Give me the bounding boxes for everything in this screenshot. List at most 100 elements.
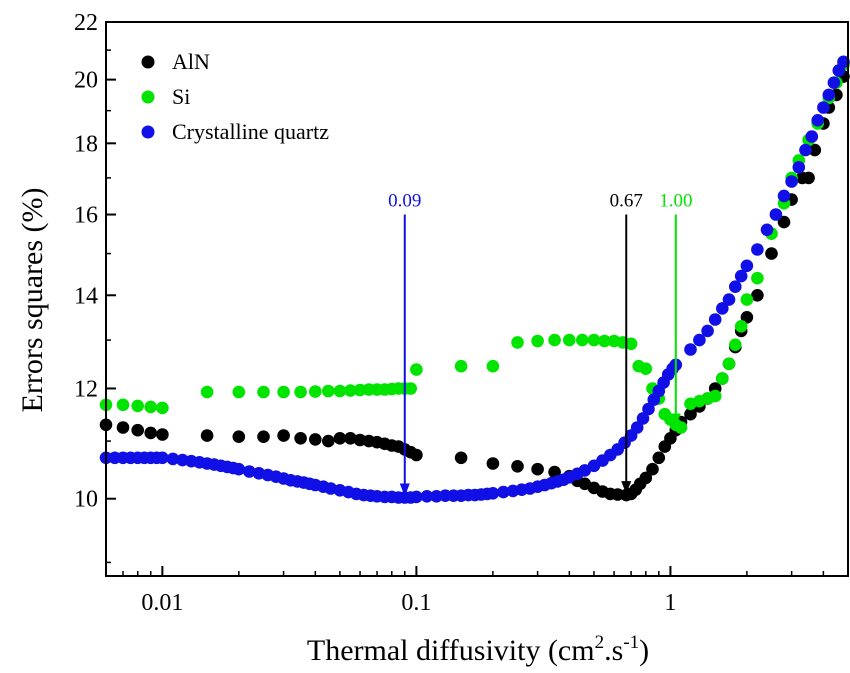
data-point — [531, 334, 544, 348]
data-point — [144, 400, 157, 414]
data-point — [156, 451, 169, 465]
data-point — [333, 384, 347, 398]
y-tick-label: 14 — [74, 283, 98, 309]
data-point — [333, 432, 347, 445]
data-point — [232, 430, 246, 444]
data-point — [802, 171, 815, 185]
data-point — [131, 399, 144, 413]
annotation-arrowhead-2 — [670, 413, 681, 427]
data-point — [760, 223, 774, 237]
x-axis-title-sup1: 2 — [595, 632, 605, 653]
y-axis-title: Errors squares (%) — [16, 188, 49, 413]
data-point — [410, 448, 423, 462]
legend-marker-2 — [141, 125, 155, 139]
x-axis-title-main: Thermal diffusivity (cm — [307, 634, 595, 667]
data-point — [404, 382, 418, 395]
data-point — [548, 333, 561, 347]
legend-label-0: AlN — [172, 49, 210, 74]
plot-frame — [105, 21, 849, 577]
data-point — [257, 430, 270, 444]
data-point — [827, 76, 841, 89]
data-point — [684, 407, 697, 421]
data-point — [792, 161, 806, 174]
series-1 — [99, 58, 850, 434]
data-point — [232, 462, 246, 476]
data-point — [769, 208, 783, 221]
annotation-arrowhead-1 — [621, 481, 632, 495]
data-point — [156, 401, 169, 415]
data-point — [131, 423, 144, 437]
data-point — [563, 333, 576, 347]
data-point — [734, 320, 748, 333]
data-point — [486, 487, 500, 500]
data-point — [777, 189, 791, 203]
y-tick-label: 22 — [74, 10, 98, 36]
series-2 — [99, 55, 850, 504]
y-tick-label: 10 — [74, 487, 98, 513]
data-point — [200, 429, 214, 442]
data-point — [817, 101, 830, 114]
legend-marker-0 — [141, 55, 155, 69]
series-layer — [99, 55, 850, 504]
data-point — [257, 385, 270, 399]
data-point — [454, 451, 468, 465]
data-point — [410, 363, 423, 376]
data-point — [344, 384, 357, 397]
annotation-label-0: 0.09 — [388, 191, 421, 212]
data-point — [751, 271, 764, 285]
tick-layer: 0.01 0.1 1 10 12 14 16 18 20 22 — [74, 10, 825, 616]
data-point — [716, 372, 729, 385]
data-point — [722, 357, 736, 371]
data-point — [576, 333, 589, 347]
annotation-label-2: 1.00 — [659, 191, 692, 212]
data-point — [116, 398, 130, 412]
data-point — [420, 490, 434, 503]
legend-label-2: Crystalline quartz — [172, 119, 329, 144]
data-point — [811, 114, 824, 127]
data-point — [309, 385, 322, 398]
data-point — [740, 259, 754, 273]
data-point — [693, 333, 706, 347]
data-point — [729, 280, 742, 294]
data-point — [684, 343, 697, 356]
data-point — [799, 143, 812, 157]
x-axis-title-sup2: -1 — [623, 632, 639, 653]
data-point — [765, 247, 778, 260]
annotation-layer: 0.09 0.67 1.00 — [388, 191, 692, 497]
data-point — [309, 433, 322, 446]
y-tick-label: 12 — [74, 376, 98, 402]
data-point — [734, 269, 748, 283]
y-tick-label: 20 — [74, 68, 98, 94]
x-tick-label: 0.01 — [141, 590, 183, 616]
x-axis-title: Thermal diffusivity (cm2.s-1) — [307, 632, 649, 667]
x-tick-label: 0.1 — [401, 590, 431, 616]
data-point — [716, 302, 729, 315]
data-point — [511, 460, 524, 473]
y-tick-label: 18 — [74, 131, 98, 157]
data-point — [729, 338, 742, 352]
data-point — [497, 485, 510, 499]
data-point — [652, 451, 666, 465]
x-axis-title-end: ) — [639, 634, 649, 667]
data-point — [639, 471, 653, 485]
data-point — [751, 289, 764, 302]
data-point — [322, 434, 335, 448]
data-point — [486, 457, 500, 470]
data-point — [751, 243, 764, 256]
data-point — [511, 336, 524, 349]
data-point — [808, 143, 822, 157]
data-point — [837, 55, 850, 69]
data-point — [144, 426, 157, 440]
data-point — [322, 384, 335, 398]
data-point — [116, 421, 130, 434]
data-point — [598, 334, 611, 348]
data-point — [805, 130, 819, 143]
data-point — [701, 324, 714, 338]
data-point — [740, 311, 754, 324]
y-tick-label: 16 — [74, 203, 98, 229]
data-point — [674, 421, 688, 434]
data-point — [294, 432, 307, 445]
data-point — [277, 429, 290, 442]
data-point — [166, 452, 180, 466]
